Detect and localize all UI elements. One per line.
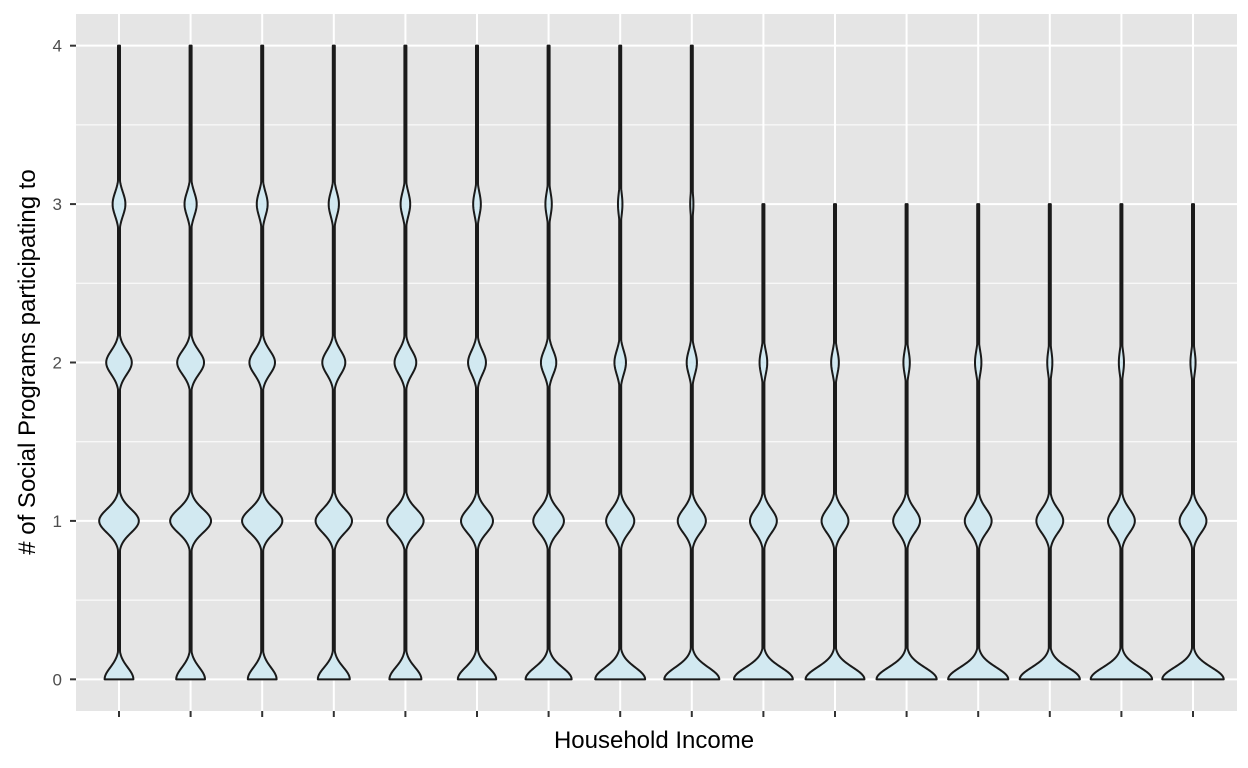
violin-4 <box>314 44 354 681</box>
violin-3 <box>241 44 284 681</box>
violin-6 <box>456 44 498 681</box>
violin-12 <box>875 203 938 681</box>
y-tick-label: 3 <box>53 195 62 214</box>
x-axis <box>118 711 1194 717</box>
violin-15 <box>1089 203 1154 681</box>
violin-1 <box>98 44 140 681</box>
y-tick-label: 4 <box>53 37 62 56</box>
violin-2 <box>169 44 213 681</box>
x-axis-title: Household Income <box>554 727 754 754</box>
violin-11 <box>804 203 866 681</box>
violins <box>98 44 1225 681</box>
y-tick-label: 0 <box>53 670 62 689</box>
violin-9 <box>663 44 721 681</box>
y-axis-title: # of Social Programs participating to <box>14 169 41 555</box>
violin-10 <box>732 203 794 681</box>
grid-minor <box>76 124 1237 601</box>
violin-16 <box>1161 203 1225 681</box>
violin-7 <box>524 44 573 681</box>
violin-14 <box>1018 203 1081 681</box>
y-tick-label: 2 <box>53 354 62 373</box>
y-axis: 0 1 2 3 4 <box>53 37 76 689</box>
y-tick-label: 1 <box>53 512 62 531</box>
violin-13 <box>947 203 1010 681</box>
violin-8 <box>594 44 647 681</box>
violin-5 <box>386 44 425 681</box>
